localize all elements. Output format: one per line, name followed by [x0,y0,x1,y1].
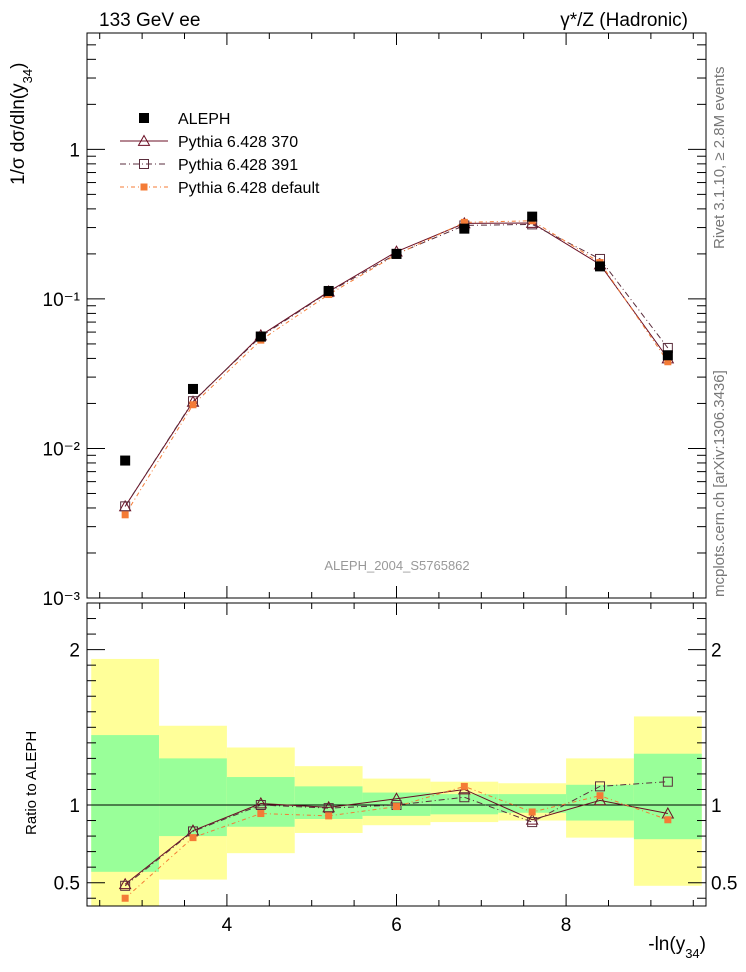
green-band-bin [159,758,227,837]
data-point [189,401,197,409]
ratio-point [459,792,470,803]
legend-marker [137,134,151,146]
ratio-point [325,812,333,820]
ratio-point [662,776,673,787]
legend-label: Pythia 6.428 default [178,180,320,197]
green-band-bin [226,777,295,827]
green-band-bin [430,794,499,815]
ratio-xlabel: -ln(y34) [648,934,706,961]
ratio-ylabel: Ratio to ALEPH [23,731,40,835]
green-band-bin [91,735,160,872]
ratio-point [255,800,266,810]
ratio-point [527,817,538,828]
legend-marker [139,159,149,169]
data-point-aleph [323,285,334,296]
x-tick-label: 6 [391,915,402,936]
ratio-point [322,800,336,813]
data-point-aleph [527,211,538,222]
data-point-aleph [255,331,266,342]
green-band-bin [633,753,702,840]
axes: 4 6 8 10⁻³ 10⁻² 10⁻¹ 1 0.5 0.5 1 1 2 2 [43,32,737,936]
ratio-y-tick-label-right: 2 [711,641,722,662]
ratio-point [257,810,265,818]
x-tick-label: 4 [222,915,233,936]
data-point-aleph [120,455,131,466]
mcplots-label: mcplots.cern.ch [arXiv:1306.3436] [711,370,728,597]
rivet-label: Rivet 3.1.10, ≥ 2.8M events [711,67,728,250]
ratio-line-0 [124,788,668,885]
data-point [120,501,131,512]
ratio-point [254,796,268,809]
ratio-point [595,781,606,792]
ratio-y-tick-label-right: 0.5 [711,874,737,895]
legend-label: Pythia 6.428 391 [178,157,298,174]
ratio-point [189,834,197,842]
legend-marker [140,183,148,191]
ratio-point [460,782,468,790]
ratio-point [393,803,400,811]
ratio-y-tick-label: 0.5 [54,874,80,895]
ratio-point [596,792,604,800]
data-point [460,218,468,226]
data-point [664,358,672,366]
y-tick-label: 10⁻³ [43,589,81,610]
green-band-bin [566,784,634,821]
ratio-y-tick-label: 1 [69,796,80,817]
green-band-bin [498,794,567,813]
ratio-point [528,808,536,816]
ratio-point [121,894,129,902]
data-point-aleph [595,261,606,272]
main-ylabel: 1/σ dσ/dln(y34) [8,63,35,185]
data-point-aleph [391,248,402,259]
y-tick-label: 10⁻² [43,439,81,460]
legend: ALEPH Pythia 6.428 370 Pythia 6.428 391 Pyt… [120,111,320,197]
legend-marker-aleph [139,113,149,123]
series-line-2 [124,223,669,507]
series-line-3 [124,220,669,516]
ratio-y-tick-label-right: 1 [711,796,722,817]
data-point [121,511,129,519]
header-right: γ*/Z (Hadronic) [560,10,688,31]
legend-label: Pythia 6.428 370 [178,134,298,151]
data-point-aleph [662,350,673,361]
series-line-1 [124,222,669,507]
ratio-series [118,776,675,902]
y-tick-label: 10⁻¹ [43,290,81,311]
ratio-bands [87,658,706,906]
ratio-y-tick-label: 2 [69,641,80,662]
analysis-watermark: ALEPH_2004_S5765862 [324,558,469,573]
ratio-point [120,880,131,891]
data-point-aleph [459,223,470,234]
header-left: 133 GeV ee [99,10,200,31]
data-point-aleph [187,383,198,394]
ratio-point [593,793,607,806]
legend-label: ALEPH [178,111,230,128]
y-tick-label: 1 [69,140,80,161]
ratio-point [525,813,539,825]
ratio-point [664,816,672,824]
main-series [118,211,675,519]
x-tick-label: 8 [561,915,572,936]
